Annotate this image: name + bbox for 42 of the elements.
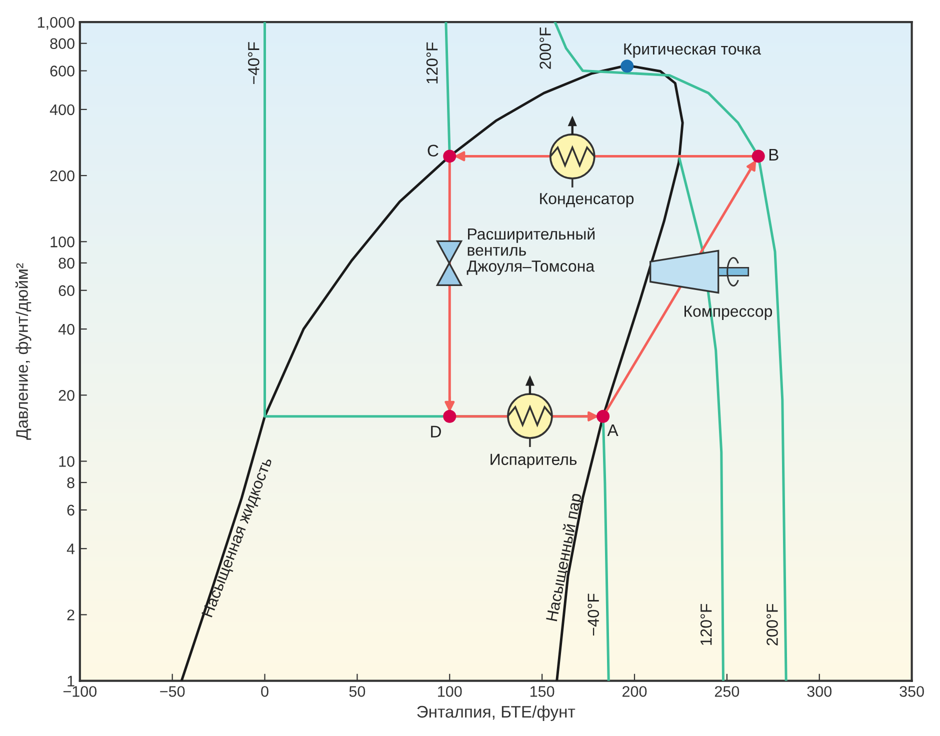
y-tick-label: 40: [58, 324, 74, 335]
y-tick-label: 2: [67, 610, 74, 620]
annotation: B: [769, 149, 778, 161]
x-tick-label: 150: [530, 686, 554, 697]
y-tick-label: 10: [59, 456, 74, 467]
y-tick-label: 100: [50, 236, 74, 248]
annotation: Испаритель: [490, 454, 577, 468]
x-tick-label: −50: [160, 686, 185, 697]
x-axis-title: Энталпия, БТЕ/фунт: [417, 705, 576, 721]
y-tick-label: 200: [50, 170, 74, 182]
annotation: 120°F: [700, 604, 712, 645]
annotation: −40°F: [588, 594, 600, 636]
annotation: 120°F: [426, 42, 438, 84]
annotation: Конденсатор: [540, 193, 634, 208]
x-tick-label: 200: [622, 686, 647, 697]
y-tick-label: 1,000: [38, 16, 74, 30]
y-axis-title: Давление, фунт/дюйм²: [15, 263, 32, 440]
annotation: Критическая точка: [624, 44, 762, 58]
y-tick-label: 8: [67, 477, 74, 488]
x-tick-label: −100: [63, 686, 97, 697]
x-tick-label: 350: [900, 686, 924, 697]
x-tick-label: 50: [349, 686, 366, 697]
annotation: Расширительный вентиль Джоуля–Томсона: [466, 228, 595, 275]
annotation: C: [428, 144, 438, 157]
y-tick-label: 800: [50, 38, 74, 50]
y-tick-label: 60: [58, 285, 74, 296]
annotation: −40°F: [248, 42, 260, 84]
x-tick-label: 300: [807, 686, 832, 697]
annotation: 200°F: [540, 27, 551, 69]
x-tick-label: 0: [261, 686, 268, 697]
y-tick-label: 600: [50, 66, 74, 76]
y-tick-label: 80: [58, 258, 74, 269]
annotation: 200°F: [766, 604, 778, 646]
annotation: A: [607, 424, 618, 436]
y-tick-label: 400: [50, 104, 74, 116]
x-tick-label: 100: [438, 686, 462, 697]
y-tick-label: 4: [66, 544, 75, 554]
y-tick-label: 20: [58, 390, 74, 401]
x-tick-label: 250: [714, 686, 740, 697]
annotation: D: [431, 426, 441, 438]
y-tick-label: 6: [67, 504, 74, 516]
y-tick-label: 1: [68, 676, 74, 686]
